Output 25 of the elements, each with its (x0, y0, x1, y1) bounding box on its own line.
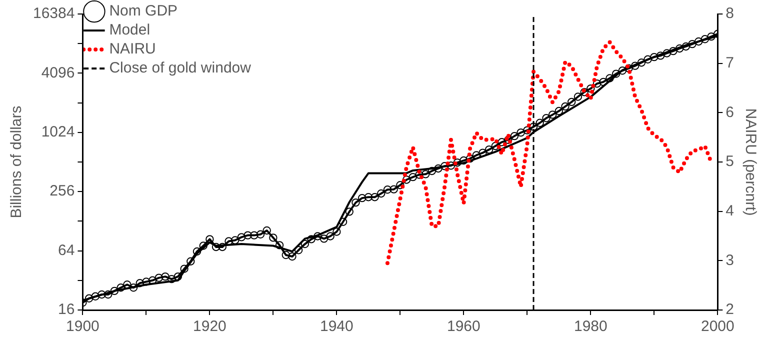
y2-tick-label: 4 (726, 202, 734, 220)
y-axis-title: Billions of dollars (8, 106, 26, 218)
y2-tick-label: 8 (726, 5, 734, 22)
x-tick-label: 1940 (320, 318, 354, 336)
y-tick-label: 1024 (41, 124, 75, 141)
y-tick-label: 4096 (41, 64, 75, 82)
x-tick-label: 1900 (66, 318, 100, 336)
x-tick-label: 1960 (446, 318, 480, 336)
legend-label: Close of gold window (109, 60, 252, 77)
legend-label: NAIRU (109, 40, 156, 58)
legend-label: Model (109, 22, 150, 39)
y2-tick-label: 7 (726, 54, 734, 72)
y-tick-label: 16384 (32, 5, 75, 22)
x-tick-label: 1920 (193, 318, 226, 336)
y-tick-label: 256 (50, 182, 75, 200)
x-tick-label: 1980 (574, 318, 608, 336)
x-tick-label: 2000 (700, 318, 734, 336)
y2-tick-label: 2 (726, 301, 734, 318)
y2-axis-title: NAIRU (percnrt) (742, 108, 759, 216)
y-tick-label: 64 (58, 242, 75, 259)
legend-label: Nom GDP (109, 2, 178, 20)
y2-tick-label: 6 (726, 104, 734, 121)
y-tick-label: 16 (58, 301, 75, 318)
y2-tick-label: 5 (726, 153, 734, 170)
y2-tick-label: 3 (726, 252, 734, 269)
